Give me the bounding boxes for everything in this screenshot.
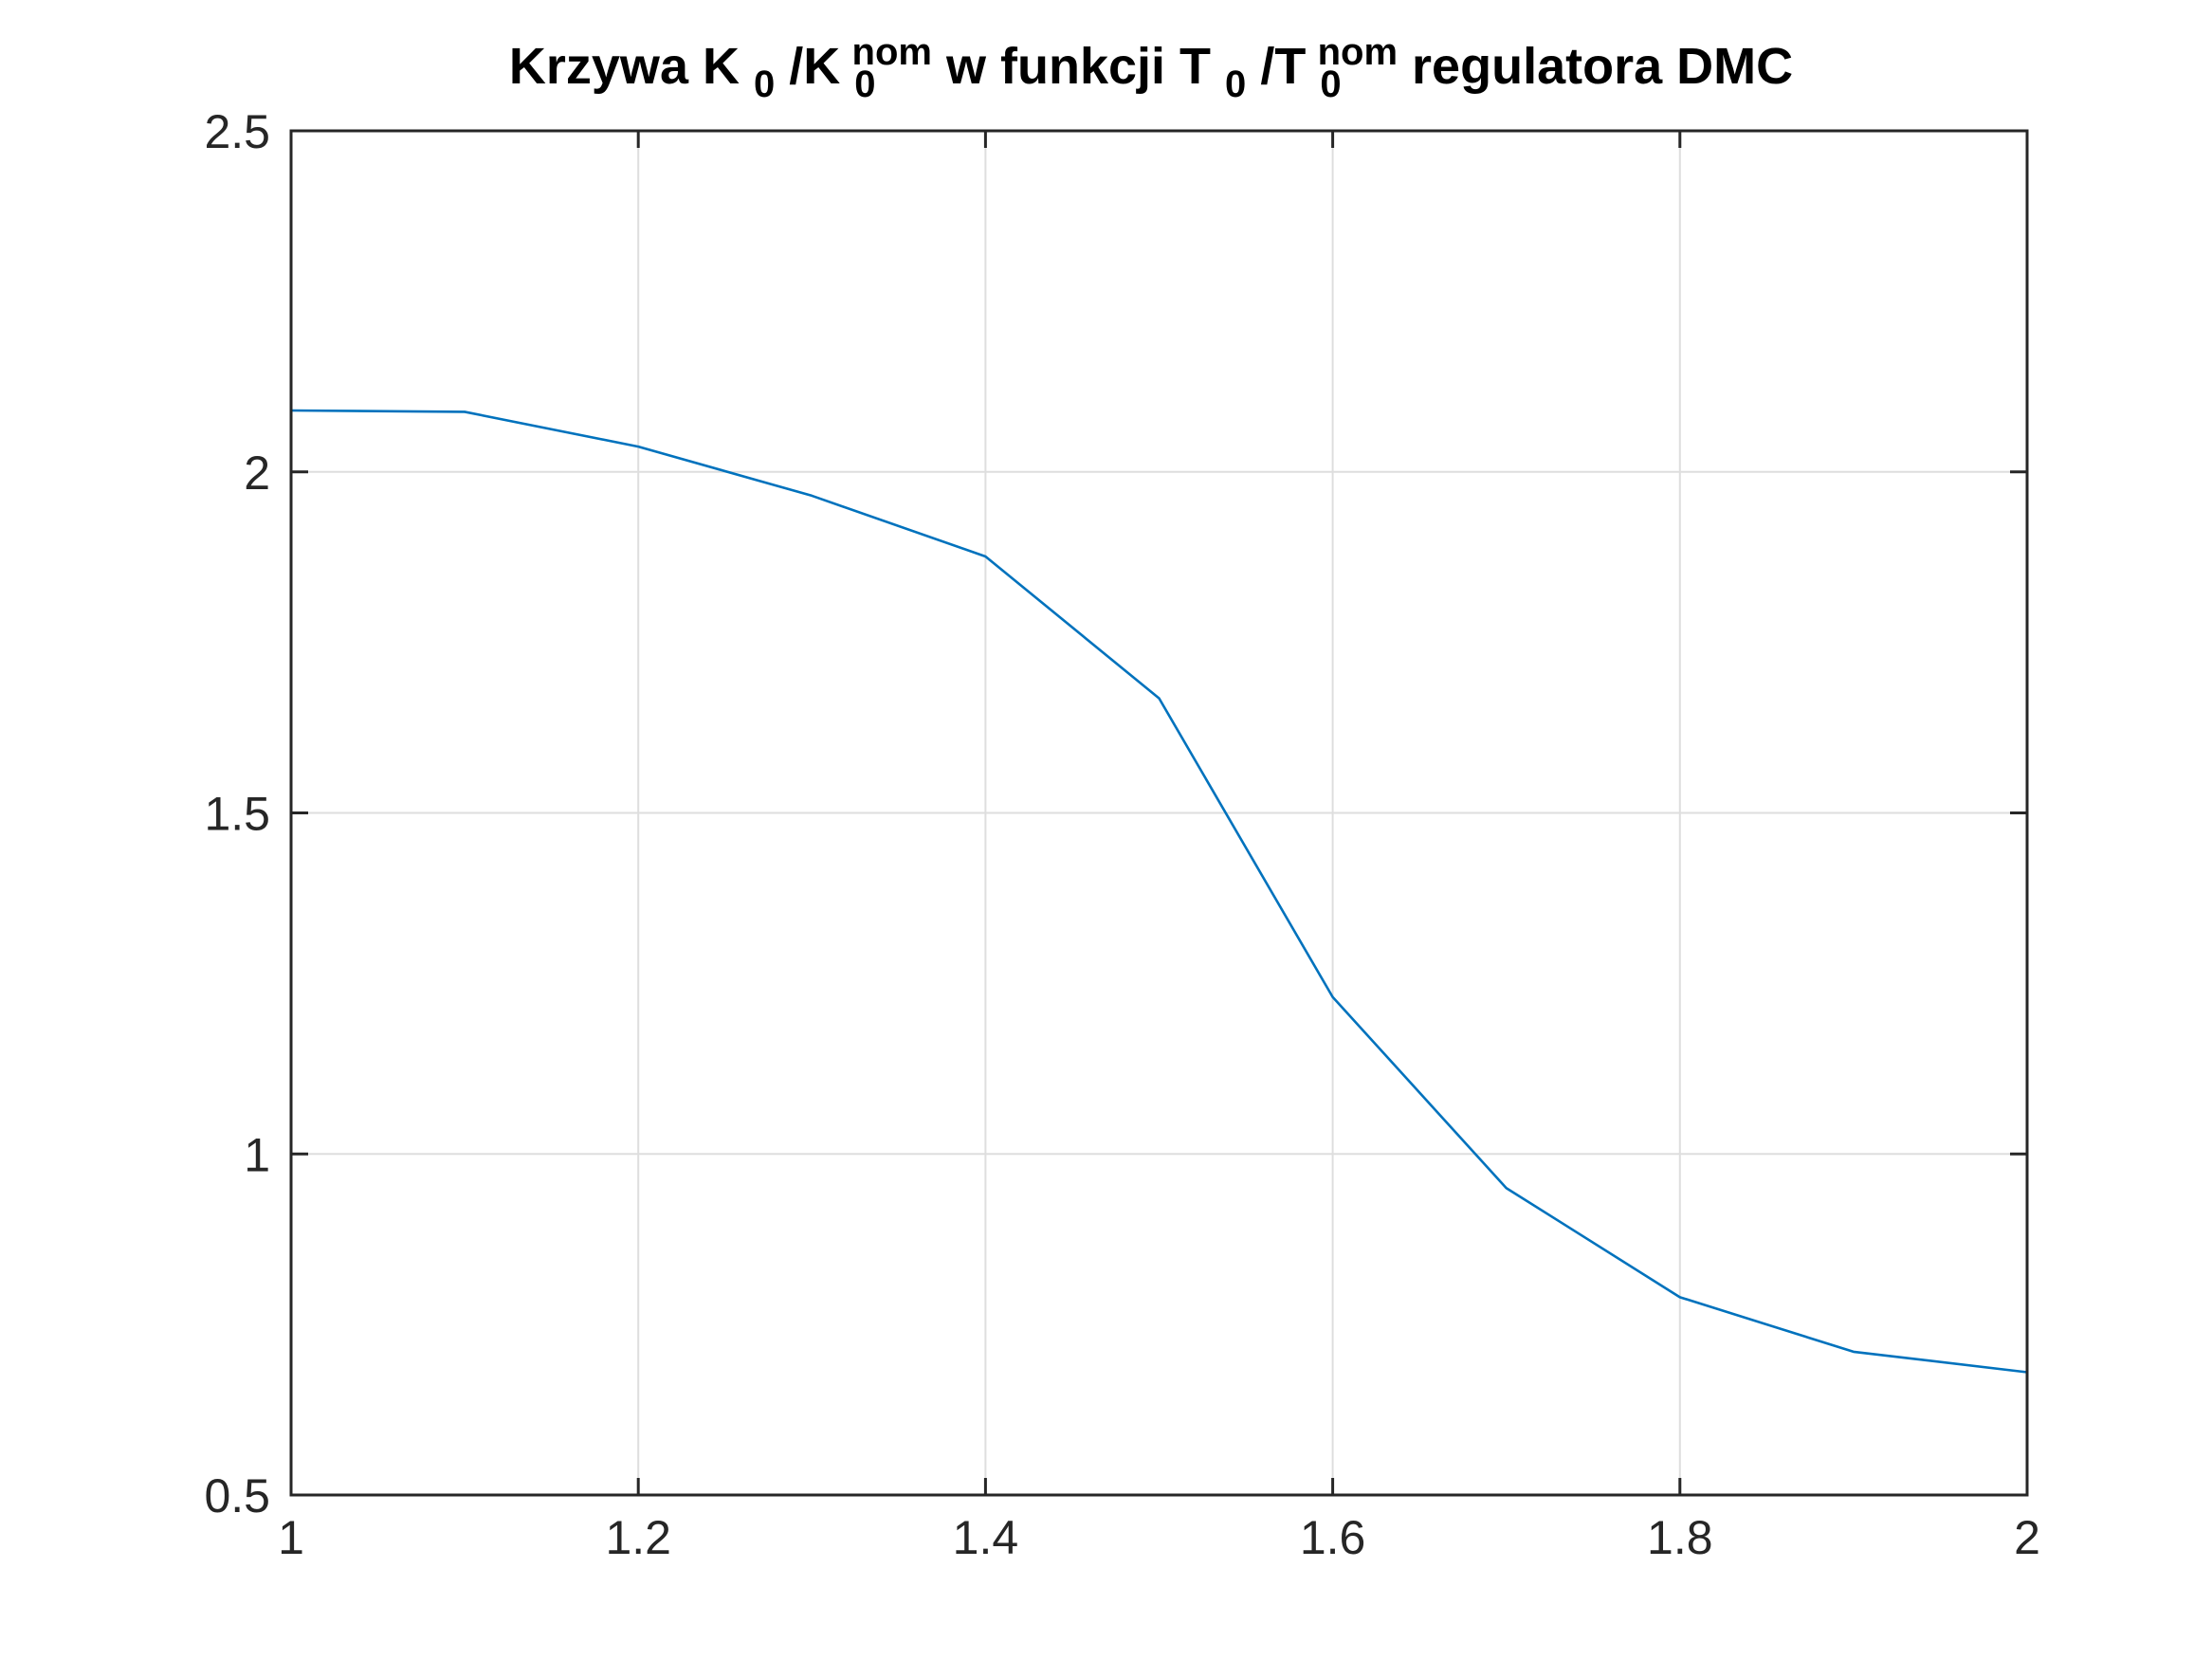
title-part-5: regulatora DMC xyxy=(1412,38,1793,95)
y-tick-label: 1.5 xyxy=(204,788,270,841)
title-subscript-4: 0 xyxy=(1320,64,1341,105)
y-tick-label: 2 xyxy=(244,447,270,500)
x-tick-label: 1 xyxy=(278,1511,304,1564)
x-tick-label: 1.8 xyxy=(1647,1511,1713,1564)
title-superscript-4: nom xyxy=(1318,31,1398,73)
tick-marks xyxy=(289,129,2029,1497)
x-tick-labels: 1 1.2 1.4 1.6 1.8 2 xyxy=(278,1511,2040,1564)
y-tick-label: 2.5 xyxy=(204,105,270,158)
series-layer xyxy=(290,409,2028,1374)
title-part-2: /K xyxy=(789,38,840,95)
title-part-4: /T xyxy=(1260,38,1306,95)
chart-title: Krzywa K 0 /K 0 nom w funkcji T 0 /T 0 n… xyxy=(509,19,1793,108)
x-tick-label: 2 xyxy=(2014,1511,2040,1564)
x-tick-label: 1.4 xyxy=(953,1511,1019,1564)
y-tick-label: 0.5 xyxy=(204,1469,270,1522)
x-tick-label: 1.2 xyxy=(605,1511,671,1564)
title-subscript-3: 0 xyxy=(1225,64,1246,105)
title-superscript-2: nom xyxy=(852,31,932,73)
title-subscript-1: 0 xyxy=(754,64,775,105)
y-tick-label: 1 xyxy=(244,1128,270,1181)
y-tick-labels: 0.5 1 1.5 2 2.5 xyxy=(204,105,270,1522)
title-part-1: Krzywa K xyxy=(509,38,740,95)
title-subscript-2: 0 xyxy=(854,64,875,105)
title-part-3: w funkcji T xyxy=(945,38,1211,95)
x-tick-label: 1.6 xyxy=(1300,1511,1366,1564)
series-line xyxy=(290,409,2028,1374)
